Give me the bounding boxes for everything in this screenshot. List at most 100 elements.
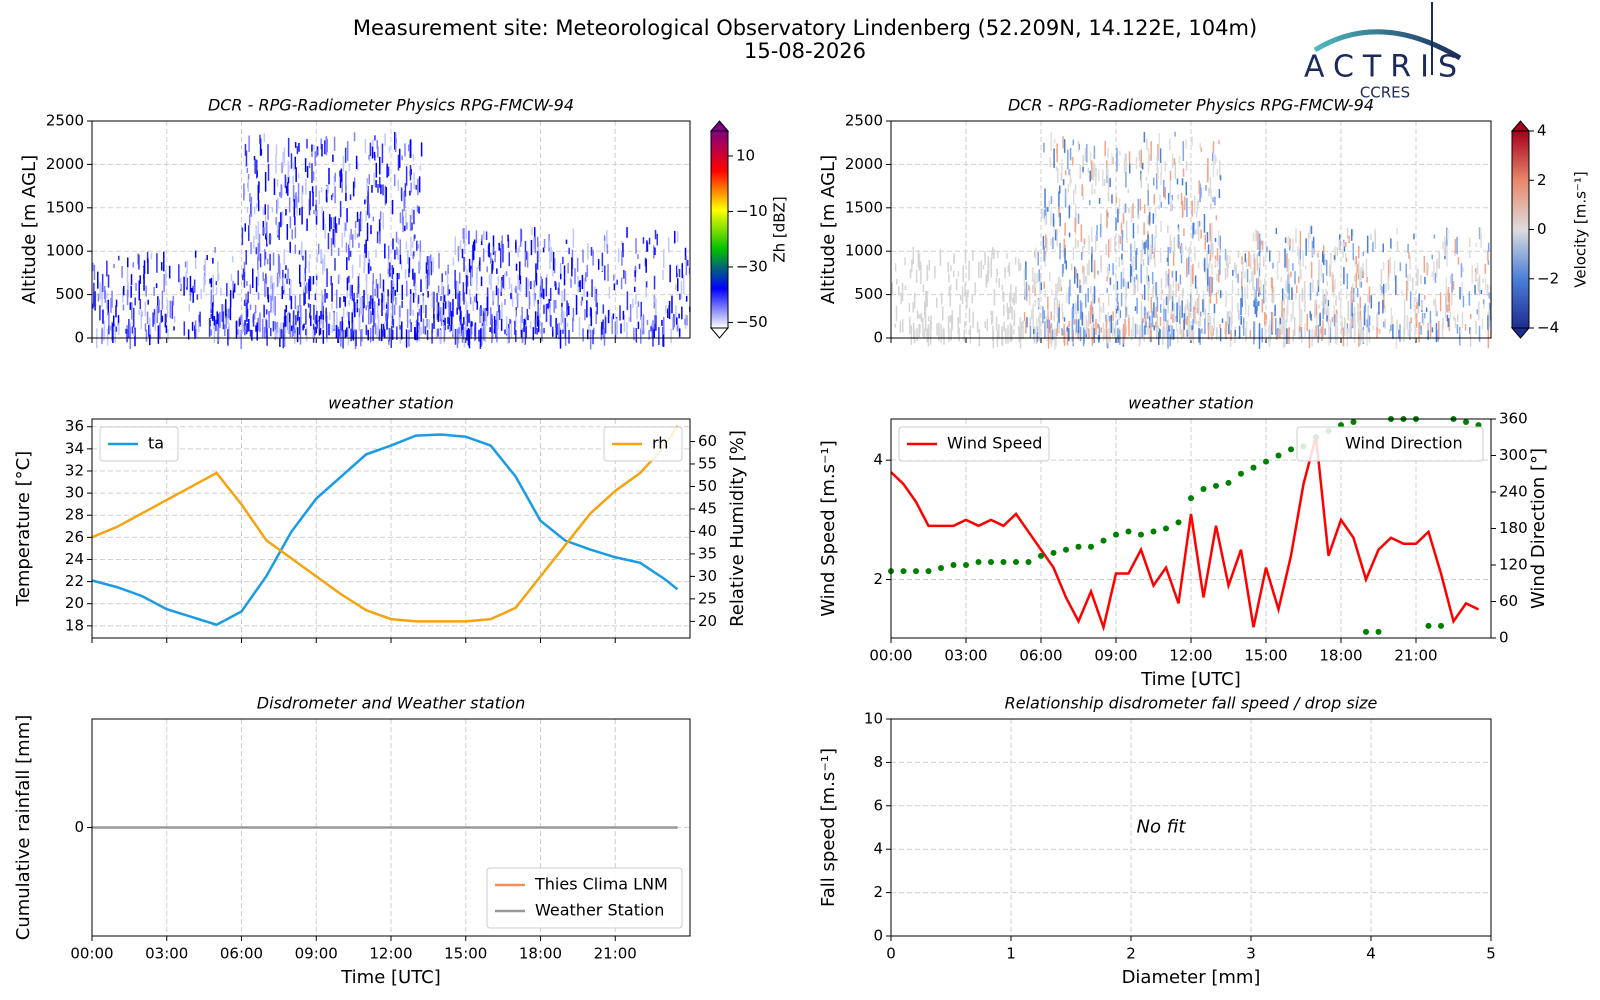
radar-pixel	[253, 235, 255, 249]
radar-pixel	[398, 148, 401, 168]
radar-pixel	[275, 217, 277, 225]
radar-pixel	[241, 314, 243, 335]
radar-pixel	[1283, 328, 1285, 343]
radar-pixel	[431, 291, 434, 309]
radar-pixel	[1011, 306, 1013, 320]
radar-pixel	[533, 284, 535, 302]
radar-pixel	[1221, 318, 1224, 323]
radar-pixel	[271, 282, 274, 301]
radar-pixel	[1155, 282, 1157, 295]
radar-pixel	[950, 265, 952, 272]
radar-pixel	[363, 289, 365, 309]
radar-pixel	[1053, 138, 1056, 144]
radar-pixel	[111, 322, 113, 341]
radar-pixel	[1089, 200, 1091, 205]
radar-pixel	[1089, 170, 1091, 182]
radar-pixel	[193, 285, 195, 292]
radar-pixel	[645, 281, 648, 288]
radar-pixel	[401, 155, 403, 161]
radar-pixel	[549, 240, 551, 248]
radar-pixel	[153, 286, 155, 296]
radar-pixel	[435, 329, 438, 339]
radar-pixel	[1268, 324, 1270, 343]
radar-pixel	[486, 296, 489, 317]
radar-pixel	[368, 174, 371, 185]
radar-pixel	[1446, 245, 1448, 254]
radar-pixel	[562, 256, 564, 265]
radar-pixel	[922, 284, 925, 293]
radar-pixel	[351, 284, 353, 296]
radar-pixel	[1194, 275, 1197, 289]
radar-pixel	[1085, 293, 1087, 308]
radar-pixel	[348, 275, 350, 283]
radar-pixel	[1063, 317, 1066, 322]
radar-pixel	[538, 291, 541, 298]
radar-pixel	[1310, 225, 1313, 235]
radar-pixel	[1204, 234, 1206, 250]
radar-pixel	[372, 281, 374, 301]
radar-pixel	[1322, 320, 1324, 337]
radar-pixel	[1182, 320, 1185, 337]
plot-frame	[890, 418, 1492, 639]
radar-pixel	[948, 286, 950, 297]
radar-pixel	[1068, 205, 1071, 218]
radar-pixel	[1278, 323, 1281, 331]
radar-pixel	[292, 321, 295, 337]
radar-pixel	[1089, 151, 1092, 165]
radar-pixel	[309, 312, 311, 319]
radar-pixel	[1154, 236, 1156, 252]
radar-pixel	[486, 266, 488, 273]
radar-pixel	[980, 260, 982, 278]
radar-pixel	[393, 304, 396, 316]
radar-pixel	[1445, 277, 1448, 294]
radar-pixel	[413, 274, 415, 287]
radar-pixel	[228, 323, 230, 340]
radar-pixel	[447, 264, 449, 274]
radar-pixel	[927, 316, 930, 322]
radar-pixel	[1127, 281, 1130, 289]
radar-pixel	[1024, 284, 1026, 297]
radar-pixel	[167, 329, 169, 341]
radar-pixel	[1414, 308, 1417, 321]
radar-pixel	[356, 292, 359, 299]
radar-pixel	[500, 318, 503, 331]
y-tick-label: 24	[65, 550, 84, 568]
radar-pixel	[93, 264, 96, 280]
radar-pixel	[1052, 237, 1054, 250]
radar-pixel	[1146, 266, 1148, 284]
radar-pixel	[298, 207, 301, 216]
wind-direction-point	[1213, 482, 1219, 489]
chart-title: DCR - RPG-Radiometer Physics RPG-FMCW-94	[208, 96, 574, 115]
radar-pixel	[1144, 242, 1146, 255]
radar-pixel	[1080, 224, 1083, 242]
radar-pixel	[1342, 241, 1344, 258]
radar-pixel	[1272, 286, 1275, 302]
radar-pixel	[266, 237, 268, 247]
radar-pixel	[1210, 275, 1212, 296]
wind-direction-point	[1263, 458, 1269, 465]
radar-pixel	[633, 327, 635, 341]
radar-pixel	[270, 295, 272, 313]
radar-pixel	[305, 178, 307, 195]
radar-pixel	[318, 190, 320, 205]
radar-pixel	[1014, 257, 1017, 265]
radar-pixel	[378, 298, 380, 306]
radar-pixel	[446, 274, 449, 284]
radar-pixel	[409, 140, 411, 158]
radar-pixel	[1451, 287, 1453, 306]
radar-pixel	[1330, 254, 1332, 270]
radar-pixel	[266, 258, 269, 265]
y2-tick-label: 300	[1499, 446, 1528, 464]
radar-pixel	[321, 143, 323, 157]
radar-pixel	[1013, 329, 1015, 335]
radar-pixel	[285, 208, 287, 216]
radar-pixel	[943, 329, 945, 345]
radar-pixel	[345, 242, 348, 253]
radar-pixel	[1140, 149, 1142, 169]
radar-pixel	[1125, 171, 1127, 188]
radar-pixel	[530, 239, 533, 256]
radar-pixel	[1146, 312, 1149, 319]
radar-pixel	[1213, 303, 1216, 314]
radar-pixel	[246, 206, 249, 213]
radar-pixel	[1414, 324, 1416, 341]
